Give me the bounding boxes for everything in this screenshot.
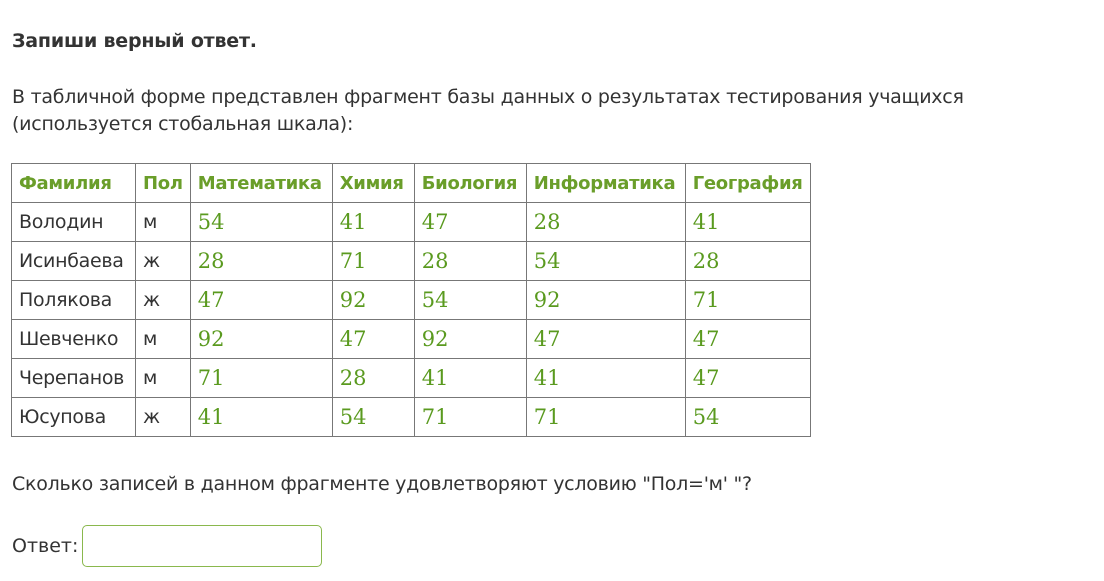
cell-sex: м bbox=[135, 319, 191, 359]
cell-informatics: 71 bbox=[525, 397, 686, 437]
cell-sex: м bbox=[135, 202, 191, 242]
cell-math: 92 bbox=[189, 319, 333, 359]
cell-informatics: 28 bbox=[525, 202, 686, 242]
table-row: Полякова ж 47 92 54 92 71 bbox=[11, 280, 811, 320]
answer-input[interactable] bbox=[82, 525, 322, 567]
cell-math: 28 bbox=[189, 241, 333, 281]
cell-surname: Исинбаева bbox=[11, 241, 136, 281]
table-header-row: Фамилия Пол Математика Химия Биология Ин… bbox=[11, 163, 811, 203]
cell-informatics: 54 bbox=[525, 241, 686, 281]
cell-sex: ж bbox=[135, 280, 191, 320]
cell-surname: Шевченко bbox=[11, 319, 136, 359]
cell-chemistry: 41 bbox=[331, 202, 415, 242]
cell-geography: 71 bbox=[684, 280, 811, 320]
cell-math: 41 bbox=[189, 397, 333, 437]
answer-label: Ответ: bbox=[12, 535, 79, 557]
cell-geography: 47 bbox=[684, 358, 811, 398]
cell-sex: ж bbox=[135, 241, 191, 281]
question-text: Сколько записей в данном фрагменте удовл… bbox=[12, 473, 752, 495]
cell-informatics: 41 bbox=[525, 358, 686, 398]
results-table: Фамилия Пол Математика Химия Биология Ин… bbox=[11, 163, 811, 437]
cell-surname: Черепанов bbox=[11, 358, 136, 398]
cell-geography: 47 bbox=[684, 319, 811, 359]
cell-biology: 28 bbox=[413, 241, 527, 281]
cell-chemistry: 28 bbox=[331, 358, 415, 398]
table-row: Исинбаева ж 28 71 28 54 28 bbox=[11, 241, 811, 281]
task-title: Запиши верный ответ. bbox=[12, 30, 257, 52]
cell-biology: 92 bbox=[413, 319, 527, 359]
cell-surname: Юсупова bbox=[11, 397, 136, 437]
cell-informatics: 92 bbox=[525, 280, 686, 320]
column-header-sex: Пол bbox=[135, 163, 191, 203]
cell-sex: ж bbox=[135, 397, 191, 437]
cell-geography: 54 bbox=[684, 397, 811, 437]
cell-biology: 54 bbox=[413, 280, 527, 320]
cell-informatics: 47 bbox=[525, 319, 686, 359]
cell-math: 47 bbox=[189, 280, 333, 320]
cell-chemistry: 71 bbox=[331, 241, 415, 281]
column-header-surname: Фамилия bbox=[11, 163, 136, 203]
cell-surname: Полякова bbox=[11, 280, 136, 320]
cell-geography: 41 bbox=[684, 202, 811, 242]
cell-chemistry: 54 bbox=[331, 397, 415, 437]
column-header-math: Математика bbox=[189, 163, 333, 203]
cell-sex: м bbox=[135, 358, 191, 398]
cell-biology: 47 bbox=[413, 202, 527, 242]
task-description: В табличной форме представлен фрагмент б… bbox=[12, 86, 964, 135]
table-row: Юсупова ж 41 54 71 71 54 bbox=[11, 397, 811, 437]
column-header-biology: Биология bbox=[413, 163, 527, 203]
cell-geography: 28 bbox=[684, 241, 811, 281]
cell-biology: 71 bbox=[413, 397, 527, 437]
cell-math: 54 bbox=[189, 202, 333, 242]
table-row: Володин м 54 41 47 28 41 bbox=[11, 202, 811, 242]
cell-chemistry: 92 bbox=[331, 280, 415, 320]
cell-biology: 41 bbox=[413, 358, 527, 398]
table-row: Черепанов м 71 28 41 41 47 bbox=[11, 358, 811, 398]
column-header-informatics: Информатика bbox=[525, 163, 686, 203]
cell-chemistry: 47 bbox=[331, 319, 415, 359]
column-header-geography: География bbox=[684, 163, 811, 203]
cell-surname: Володин bbox=[11, 202, 136, 242]
cell-math: 71 bbox=[189, 358, 333, 398]
column-header-chemistry: Химия bbox=[331, 163, 415, 203]
table-row: Шевченко м 92 47 92 47 47 bbox=[11, 319, 811, 359]
